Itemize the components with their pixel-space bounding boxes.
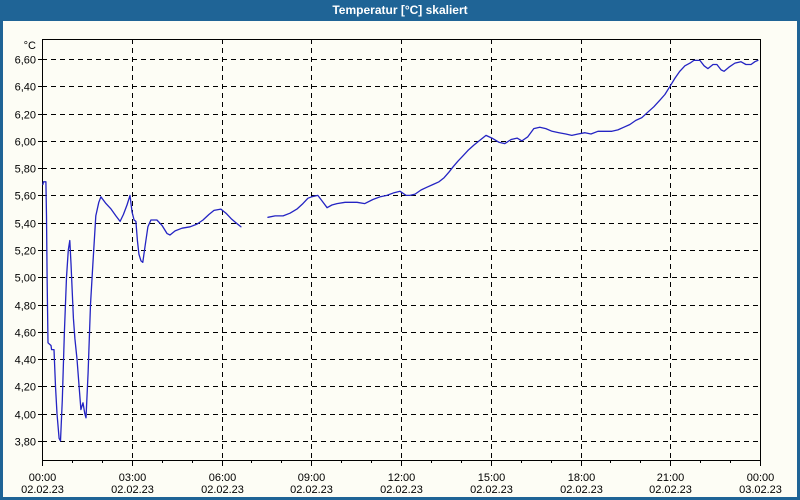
y-tick-label: 5,40 [15, 218, 36, 230]
temperature-line-segment [267, 59, 759, 218]
window-titlebar[interactable]: Temperatur [°C] skaliert [0, 0, 800, 21]
x-tick-date-label: 02.02.23 [201, 484, 244, 496]
x-tick-date-label: 02.02.23 [560, 484, 603, 496]
plot-border [42, 39, 761, 461]
temperature-chart: 6,60 6,40 6,20 6,00 5,80 5,60 5,40 5,20 5,00 4,80… [15, 39, 782, 496]
x-tick-date-label: 02.02.23 [290, 484, 333, 496]
temperature-line-segment [42, 181, 242, 442]
chart-area: 6,60 6,40 6,20 6,00 5,80 5,60 5,40 5,20 5,00 4,80… [3, 21, 797, 497]
y-tick-label: 5,00 [15, 272, 36, 284]
x-tick-time-label: 21:00 [657, 472, 685, 484]
y-tick-label: 5,60 [15, 190, 36, 202]
y-tick-label: 4,00 [15, 409, 36, 421]
y-tick-label: 6,40 [15, 81, 36, 93]
y-tick-label: 6,00 [15, 136, 36, 148]
x-tick-date-label: 03.02.23 [739, 484, 782, 496]
x-tick-time-label: 15:00 [478, 472, 506, 484]
y-tick-label: 6,20 [15, 109, 36, 121]
x-tick-time-label: 12:00 [388, 472, 416, 484]
x-tick-date-label: 02.02.23 [111, 484, 154, 496]
y-axis-unit-label: °C [24, 40, 36, 52]
x-tick-time-label: 06:00 [209, 472, 237, 484]
x-tick-date-label: 02.02.23 [21, 484, 64, 496]
y-tick-label: 5,20 [15, 245, 36, 257]
x-tick-time-label: 00:00 [747, 472, 775, 484]
y-tick-label: 3,80 [15, 436, 36, 448]
x-tick-time-label: 09:00 [298, 472, 326, 484]
y-tick-label: 6,60 [15, 54, 36, 66]
y-tick-label: 5,80 [15, 163, 36, 175]
y-tick-label: 4,40 [15, 354, 36, 366]
x-tick-date-label: 02.02.23 [649, 484, 692, 496]
x-tick-date-label: 02.02.23 [470, 484, 513, 496]
y-tick-label: 4,80 [15, 300, 36, 312]
x-tick-time-label: 00:00 [29, 472, 57, 484]
x-tick-time-label: 03:00 [119, 472, 147, 484]
window-title: Temperatur [°C] skaliert [332, 3, 468, 17]
y-tick-label: 4,20 [15, 381, 36, 393]
y-tick-label: 4,60 [15, 327, 36, 339]
x-tick-time-label: 18:00 [568, 472, 596, 484]
x-tick-date-label: 02.02.23 [380, 484, 423, 496]
